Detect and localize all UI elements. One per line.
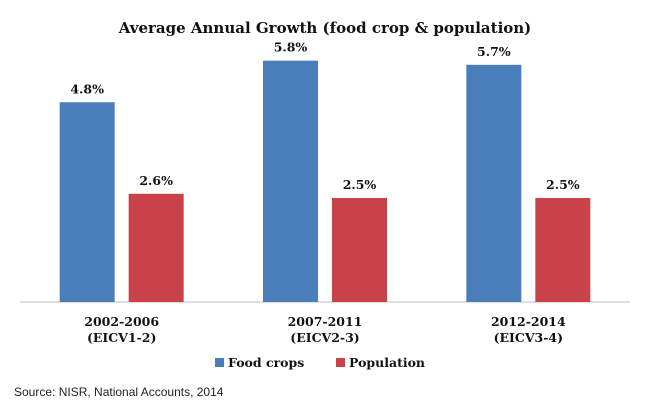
legend-swatch-food-crops [215,358,224,367]
data-label-food-crops-2: 5.7% [477,44,511,59]
legend-swatch-population [336,358,345,367]
x-tick-sublabel-2: (EICV3-4) [494,330,563,345]
data-label-population-2: 2.5% [546,177,580,192]
x-tick-sublabel-0: (EICV1-2) [87,330,156,345]
x-tick-label-0: 2002-2006 [84,314,159,329]
chart-title: Average Annual Growth (food crop & popul… [118,19,532,37]
data-label-food-crops-1: 5.8% [274,40,308,55]
bar-population-2 [535,197,591,302]
x-tick-sublabel-1: (EICV2-3) [290,330,359,345]
x-tick-label-1: 2007-2011 [288,314,363,329]
bar-food-crops-0 [59,102,115,303]
bar-population-0 [128,193,184,302]
x-tick-label-2: 2012-2014 [491,314,566,329]
bar-food-crops-2 [466,64,522,302]
legend-label-food-crops: Food crops [228,355,304,370]
bar-food-crops-1 [263,60,318,303]
bar-population-1 [332,197,387,302]
data-label-food-crops-0: 4.8% [70,81,104,96]
data-label-population-0: 2.6% [139,173,173,188]
data-label-population-1: 2.5% [343,177,377,192]
legend-label-population: Population [349,355,425,370]
source-note: Source: NISR, National Accounts, 2014 [14,385,224,399]
